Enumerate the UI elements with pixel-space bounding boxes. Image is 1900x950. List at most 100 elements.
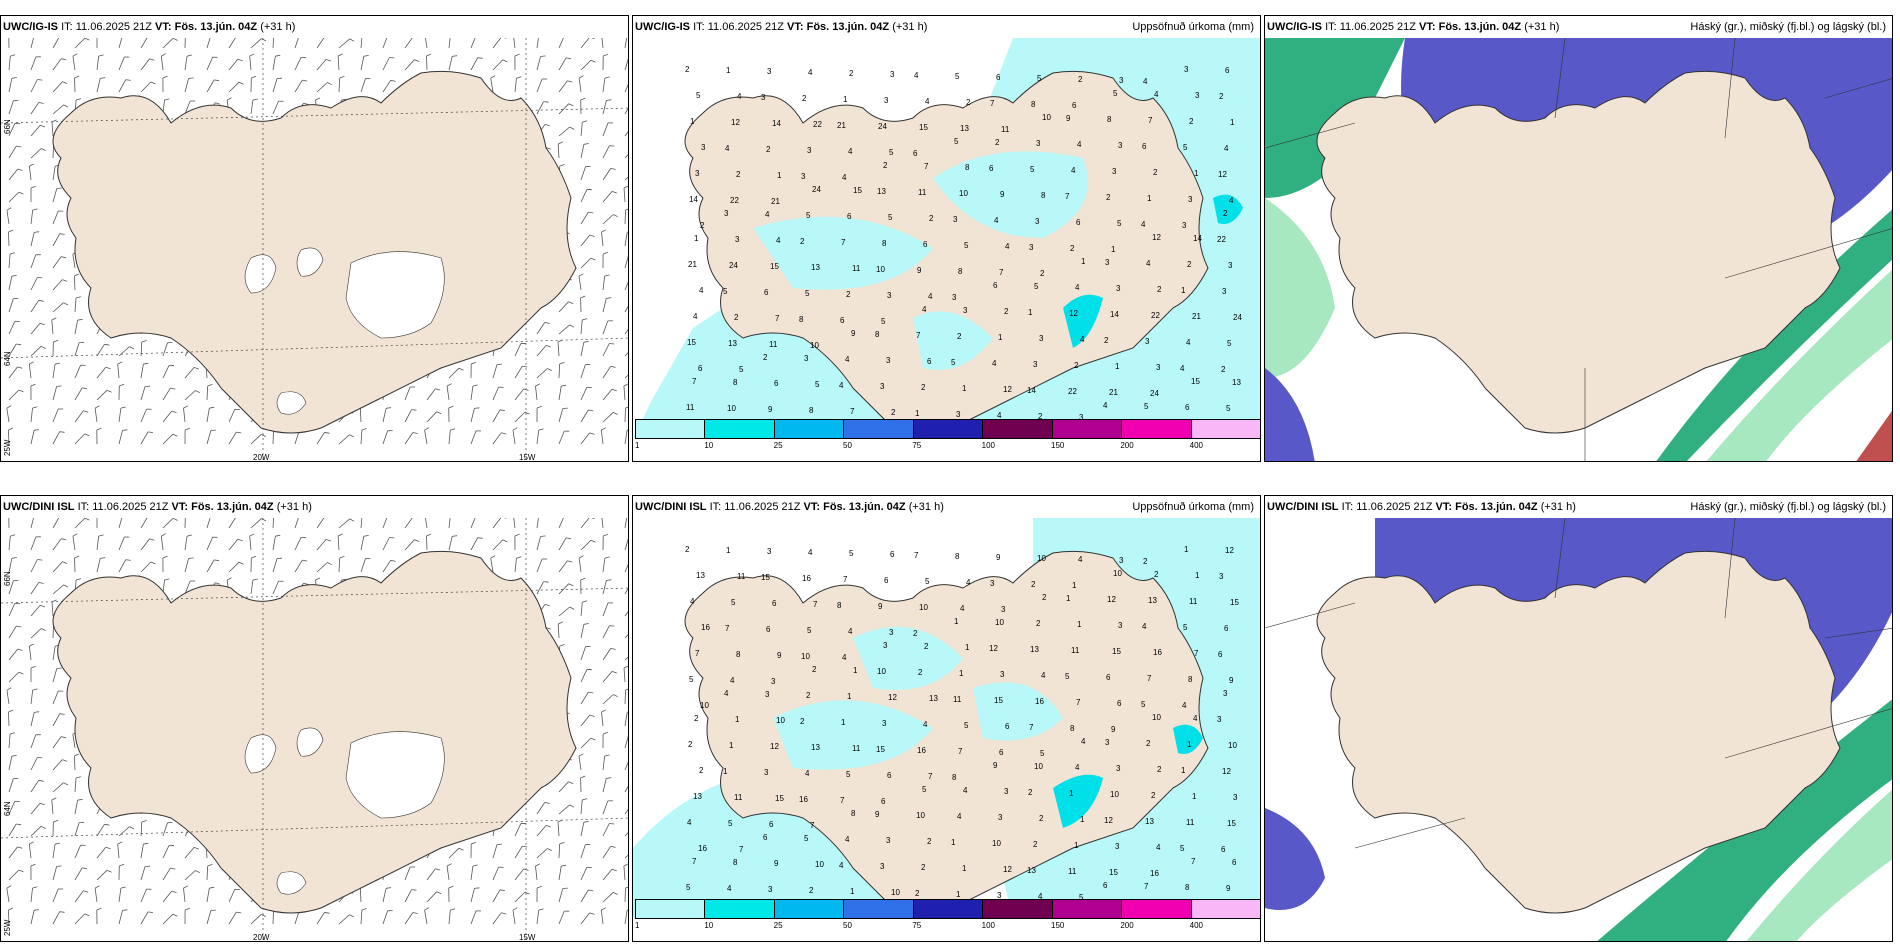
wind-barb [602,671,613,683]
wind-barb [29,166,32,181]
wind-barb-flag [611,388,617,392]
wind-barb-flag [94,405,100,409]
wind-barb-flag [83,410,89,413]
panel-title: Uppsöfnuð úrkoma (mm) [1132,21,1254,33]
wind-barb [8,625,17,639]
wind-barb-flag [303,102,309,105]
wind-barb-flag [59,233,65,235]
precip-value: 3 [1156,363,1161,372]
precip-heavy [1053,724,1203,828]
precip-value: 3 [1105,738,1110,747]
wind-barb [580,624,585,639]
wind-barb-flag [72,53,78,57]
wind-barb [52,911,60,925]
precip-value: 5 [689,675,694,684]
precip-value: 8 [1188,675,1193,684]
wind-barb [52,736,62,749]
wind-barb [316,432,325,445]
wind-barb [162,867,171,881]
lat-label-66n: 66N [3,571,12,586]
wind-barb [624,735,628,749]
precip-value: 4 [1077,140,1082,149]
wind-barb-flag [129,826,135,830]
wind-barb [30,802,41,815]
precip-value: 10 [891,888,900,897]
wind-barb [8,191,20,203]
precip-value: 7 [775,314,780,323]
wind-barb-flag [524,891,530,895]
wind-barb-flag [59,713,65,715]
model-name: UWC/DINI ISL [635,501,707,513]
wind-barb [536,910,540,925]
precip-value: 5 [954,137,959,146]
wind-barb [94,888,98,903]
precip-value: 15 [770,262,779,271]
wind-barb-flag [54,842,60,845]
precip-value: 6 [923,240,928,249]
wind-barb-flag [502,59,508,63]
wind-barb [580,38,590,49]
precip-value: 21 [1109,388,1118,397]
precip-value: 7 [1029,723,1034,732]
wind-barb-flag [214,79,220,82]
wind-barb-flag [545,825,551,828]
lon-label-20w: 20W [253,453,270,462]
wind-barb-flag [568,301,574,304]
precip-value: 9 [996,553,1001,562]
wind-barb [602,412,614,423]
precip-value: 12 [1107,595,1116,604]
precip-value: 8 [965,163,970,172]
wind-barb-flag [540,535,546,537]
precip-value: 4 [1005,242,1010,251]
wind-barb [118,559,127,573]
wind-barb-flag [611,868,617,872]
precip-value: 2 [1042,593,1047,602]
precip-value: 10 [1228,741,1237,750]
wind-barb [30,408,33,423]
wind-barb-flag [30,185,36,189]
wind-barb-flag [589,714,595,717]
wind-barb [536,581,544,595]
wind-barb-flag [604,274,610,277]
wind-barb-flag [186,534,192,537]
precip-value: 4 [1080,335,1085,344]
wind-barb-flag [512,427,518,431]
wind-barb [470,518,476,529]
wind-barb [602,625,610,639]
wind-barb [162,387,171,401]
precip-value: 6 [840,316,845,325]
wind-barb-flag [16,145,22,148]
wind-barb-flag [261,38,267,42]
precip-value: 3 [1116,284,1121,293]
wind-barb-flag [547,368,552,372]
wind-barb-flag [516,76,522,79]
wind-barb [470,537,479,551]
wind-barb-flag [75,98,82,101]
wind-barb [558,324,570,335]
high-cloud-se-light [1706,269,1892,461]
valid-label: VT: [155,21,172,33]
wind-barb-flag [535,383,541,387]
wind-barb-flag [386,407,392,409]
precip-value: 2 [1070,244,1075,253]
wind-barb [535,866,538,881]
precip-value: 2 [1074,361,1079,370]
wind-barb [624,518,628,529]
wind-barb [183,408,186,423]
precip-value: 5 [806,211,811,220]
wind-barb-flag [77,798,83,801]
wind-barb-flag [339,556,345,559]
wind-barb-flag [147,431,153,433]
precip-value: 5 [1079,893,1084,902]
precip-value: 7 [958,747,963,756]
precip-value: 2 [806,691,811,700]
wind-barb-flag [62,561,68,564]
wind-barb [558,430,565,445]
precip-value: 2 [688,740,693,749]
wind-barb-flag [514,53,520,57]
wind-barb-flag [17,648,23,651]
precip-value: 4 [1154,90,1159,99]
wind-barb [8,123,16,137]
wind-barb-flag [339,76,345,79]
